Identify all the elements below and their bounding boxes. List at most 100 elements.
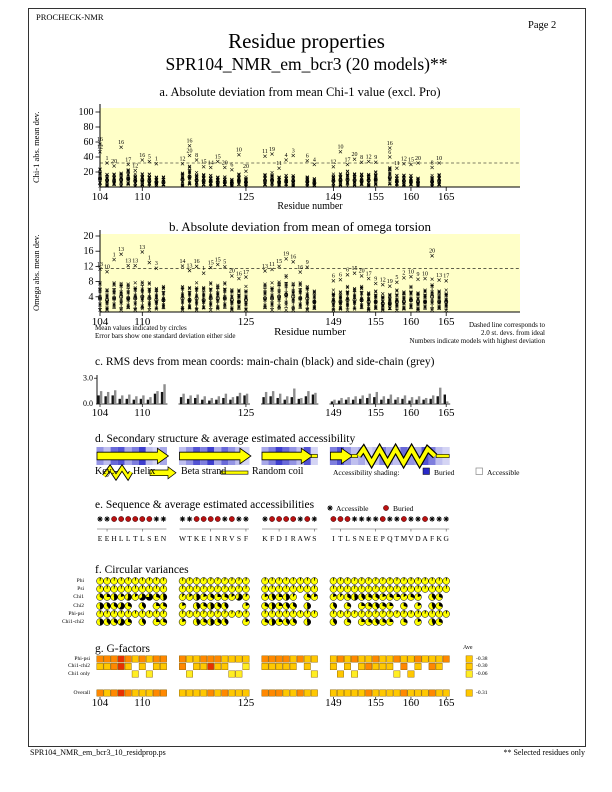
svg-text:15: 15	[208, 260, 214, 266]
svg-text:G: G	[443, 534, 449, 543]
svg-text:165: 165	[438, 191, 455, 203]
svg-text:15: 15	[408, 157, 414, 163]
footer-selected-residues-note: ** Selected residues only	[503, 748, 585, 757]
g-row-label-phi-psi: Phi-psi	[74, 656, 90, 662]
panel-b-x-axis-label: Residue number	[274, 326, 346, 338]
svg-text:L: L	[126, 534, 131, 543]
svg-text:13: 13	[187, 263, 193, 269]
svg-text:149: 149	[325, 191, 342, 203]
svg-text:10: 10	[436, 156, 442, 162]
svg-text:160: 160	[403, 316, 420, 328]
f-row-label-chi2: Chi2	[73, 603, 84, 609]
g-row-label-overall: Overall	[73, 690, 91, 696]
f-row-label-chi1-chi2: Chi1-chi2	[62, 619, 84, 625]
svg-text:16: 16	[290, 255, 296, 261]
svg-text:N: N	[359, 534, 365, 543]
circular-variance-grid	[96, 577, 450, 626]
svg-text:100: 100	[79, 107, 94, 118]
svg-text:T: T	[133, 534, 138, 543]
svg-text:104: 104	[92, 316, 109, 328]
panel-b-caption-numbers: Numbers indicate models with highest dev…	[409, 337, 545, 345]
svg-text:149: 149	[325, 407, 342, 419]
svg-text:S: S	[147, 534, 151, 543]
svg-text:9: 9	[306, 260, 309, 266]
svg-text:13: 13	[139, 245, 145, 251]
panel-a-y-axis-label: Chi-1 abs. mean dev.	[31, 111, 41, 183]
g-legend-value-chi1-only: -0.06	[476, 671, 488, 677]
svg-text:160: 160	[403, 407, 420, 419]
seq-legend-accessible-label: Accessible	[336, 504, 369, 513]
page-border-frame	[28, 8, 586, 747]
svg-text:13: 13	[125, 258, 131, 264]
svg-text:125: 125	[238, 697, 255, 709]
svg-text:17: 17	[125, 157, 131, 163]
document-subtitle: SPR104_NMR_em_bcr3 (20 models)**	[165, 54, 448, 74]
g-row-label-chi1-only: Chi1 only	[68, 671, 90, 677]
f-row-label-phi: Phi	[76, 578, 84, 584]
svg-text:12: 12	[330, 160, 336, 166]
panel-b-caption-error-bars: Error bars show one standard deviation e…	[95, 332, 236, 340]
svg-text:17: 17	[243, 270, 249, 276]
svg-text:N: N	[215, 534, 221, 543]
panel-b-caption-mean-values: Mean values indicated by circles	[95, 324, 187, 332]
svg-text:15: 15	[215, 154, 221, 160]
svg-text:11: 11	[394, 161, 400, 167]
svg-text:16: 16	[139, 153, 145, 159]
svg-text:10: 10	[337, 145, 343, 151]
panel-e-title: e. Sequence & average estimated accessib…	[95, 499, 315, 511]
svg-text:I: I	[209, 534, 212, 543]
app-name: PROCHECK-NMR	[36, 12, 104, 22]
svg-text:8: 8	[89, 277, 94, 288]
ss-key-strand-label: Beta strand	[181, 466, 227, 477]
svg-text:13: 13	[97, 262, 103, 268]
g-legend-title: Ave	[463, 645, 473, 651]
svg-text:15: 15	[276, 259, 282, 265]
svg-text:149: 149	[325, 316, 342, 328]
svg-text:19: 19	[387, 279, 393, 285]
panel-a-title: a. Absolute deviation from mean Chi-1 va…	[159, 85, 441, 99]
svg-text:5: 5	[395, 275, 398, 281]
svg-text:Q: Q	[387, 534, 393, 543]
ss-key-label: Key:-	[95, 466, 118, 477]
svg-text:W: W	[179, 534, 187, 543]
svg-text:3.0: 3.0	[83, 374, 93, 383]
svg-text:9: 9	[374, 276, 377, 282]
g-legend-value-phi-psi: -0.38	[476, 656, 488, 662]
svg-text:6: 6	[332, 274, 335, 280]
svg-text:13: 13	[436, 273, 442, 279]
svg-text:20: 20	[243, 164, 249, 170]
svg-text:4: 4	[89, 292, 94, 303]
svg-text:1: 1	[155, 157, 158, 163]
svg-text:11: 11	[262, 149, 268, 155]
svg-text:10: 10	[104, 265, 110, 271]
svg-text:20: 20	[359, 269, 365, 275]
svg-text:8: 8	[195, 153, 198, 159]
svg-text:16: 16	[97, 137, 103, 143]
svg-text:155: 155	[367, 407, 384, 419]
svg-text:16: 16	[236, 271, 242, 277]
svg-text:8: 8	[431, 160, 434, 166]
f-row-label-chi1: Chi1	[73, 594, 84, 600]
svg-text:14: 14	[208, 160, 214, 166]
panel-b-title: b. Absolute deviation from mean of omega…	[168, 219, 432, 234]
g-factor-grid: 104 110 125 149 155 160 165	[92, 655, 455, 709]
svg-text:V: V	[408, 534, 414, 543]
panel-c-title: c. RMS devs from mean coords: main-chain…	[95, 356, 435, 368]
svg-text:E: E	[105, 534, 110, 543]
svg-text:17: 17	[443, 274, 449, 280]
svg-text:F: F	[430, 534, 434, 543]
svg-text:S: S	[312, 534, 316, 543]
svg-text:20: 20	[352, 152, 358, 158]
svg-text:16: 16	[118, 140, 124, 146]
svg-text:125: 125	[238, 191, 255, 203]
svg-text:R: R	[291, 534, 296, 543]
svg-text:K: K	[436, 534, 442, 543]
svg-text:155: 155	[367, 316, 384, 328]
svg-text:20: 20	[111, 159, 117, 165]
svg-text:9: 9	[374, 155, 377, 161]
svg-text:11: 11	[276, 161, 282, 167]
svg-text:1: 1	[113, 252, 116, 258]
svg-text:14: 14	[180, 259, 186, 265]
